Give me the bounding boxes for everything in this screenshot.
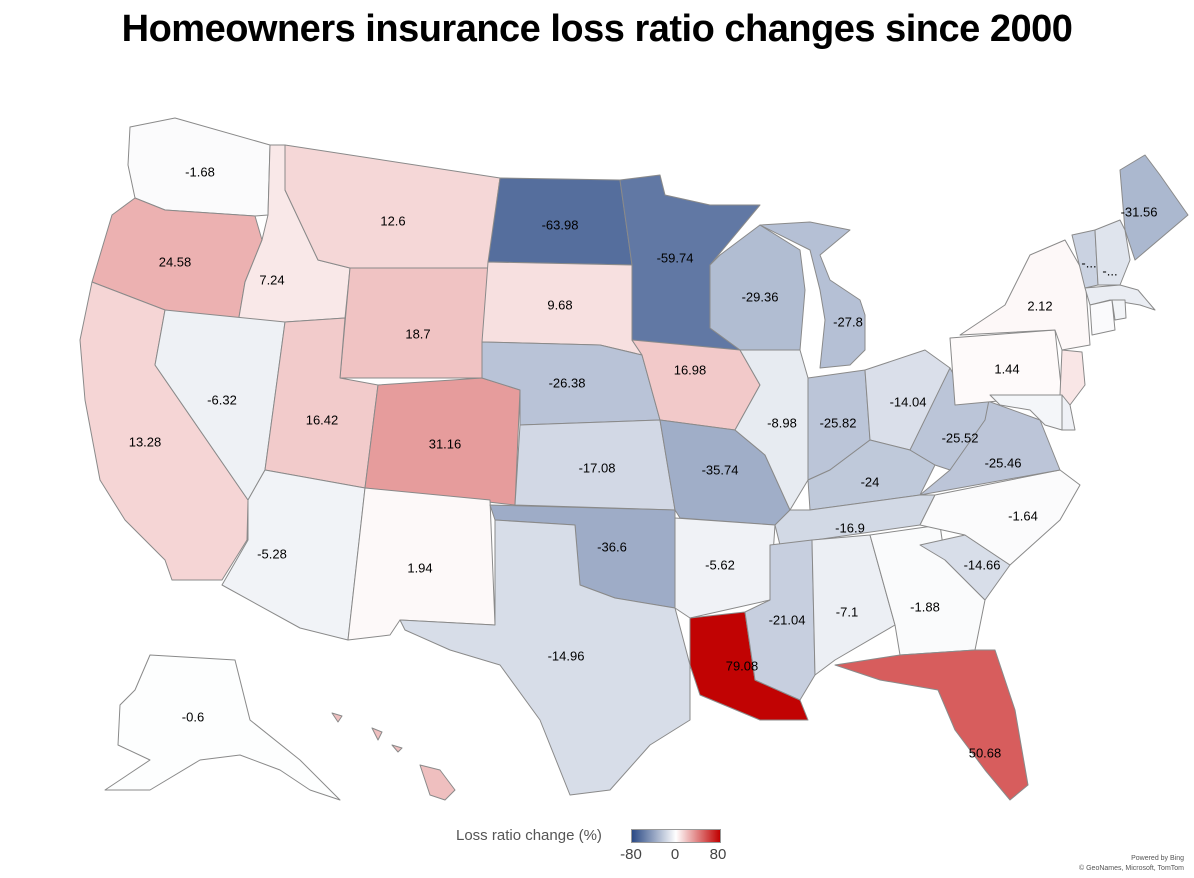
state-value-ks: -17.08 xyxy=(579,461,616,476)
state-value-sc: -14.66 xyxy=(964,558,1001,573)
state-value-ga: -1.88 xyxy=(910,600,940,615)
state-value-mo: -35.74 xyxy=(702,463,739,478)
state-va xyxy=(919,399,1061,496)
state-value-in: -25.82 xyxy=(820,416,857,431)
legend-mid-label: 0 xyxy=(670,846,680,863)
legend-max-label: 80 xyxy=(709,846,727,863)
map-title: Homeowners insurance loss ratio changes … xyxy=(121,8,1073,50)
state-value-nh: -... xyxy=(1102,264,1117,279)
state-value-ak: -0.6 xyxy=(182,710,204,725)
state-fl xyxy=(834,649,1029,801)
state-value-wa: -1.68 xyxy=(185,165,215,180)
state-value-tx: -14.96 xyxy=(548,649,585,664)
state-hi xyxy=(331,712,456,801)
state-value-ok: -36.6 xyxy=(597,540,627,555)
state-value-ky: -24 xyxy=(861,475,880,490)
state-value-ny: 2.12 xyxy=(1027,299,1052,314)
state-value-az: -5.28 xyxy=(257,547,287,562)
state-value-pa: 1.44 xyxy=(994,362,1019,377)
state-ak xyxy=(104,654,341,801)
state-value-ca: 13.28 xyxy=(129,435,162,450)
state-co xyxy=(364,377,521,506)
state-nh xyxy=(1094,219,1131,286)
state-tx xyxy=(399,519,691,796)
state-nj xyxy=(1059,349,1086,406)
state-value-wi: -29.36 xyxy=(742,290,779,305)
state-value-tn: -16.9 xyxy=(835,521,865,536)
state-ct xyxy=(1089,299,1116,336)
state-value-or: 24.58 xyxy=(159,255,192,270)
state-value-nd: -63.98 xyxy=(542,218,579,233)
state-value-co: 31.16 xyxy=(429,437,462,452)
state-value-la: 79.08 xyxy=(726,659,759,674)
state-ri xyxy=(1111,299,1127,321)
state-ar xyxy=(674,517,776,619)
credit-powered-by: Powered by Bing xyxy=(1131,855,1184,862)
credit-attribution: © GeoNames, Microsoft, TomTom xyxy=(1079,865,1184,872)
state-al xyxy=(811,534,896,676)
state-mi xyxy=(759,221,866,369)
state-md xyxy=(989,394,1063,431)
state-value-ar: -5.62 xyxy=(705,558,735,573)
state-sc xyxy=(919,534,1011,601)
state-value-il: -8.98 xyxy=(767,416,797,431)
state-mt xyxy=(284,144,501,269)
state-value-ne: -26.38 xyxy=(549,376,586,391)
state-value-al: -7.1 xyxy=(836,605,858,620)
state-value-oh: -14.04 xyxy=(890,395,927,410)
state-value-me: -31.56 xyxy=(1121,205,1158,220)
state-value-nc: -1.64 xyxy=(1008,509,1038,524)
state-value-sd: 9.68 xyxy=(547,298,572,313)
state-value-ia: 16.98 xyxy=(674,363,707,378)
state-nc xyxy=(919,469,1081,566)
state-value-mt: 12.6 xyxy=(380,214,405,229)
state-value-nm: 1.94 xyxy=(407,561,432,576)
state-value-nv: -6.32 xyxy=(207,393,237,408)
state-value-fl: 50.68 xyxy=(969,746,1002,761)
state-value-va: -25.46 xyxy=(985,456,1022,471)
legend-title: Loss ratio change (%) xyxy=(456,827,602,844)
state-ga xyxy=(869,524,986,656)
state-value-ut: 16.42 xyxy=(306,413,339,428)
state-wi xyxy=(709,224,806,351)
state-value-id: 7.24 xyxy=(259,273,284,288)
state-value-wy: 18.7 xyxy=(405,327,430,342)
legend-min-label: -80 xyxy=(620,846,642,863)
state-value-mi: -27.8 xyxy=(833,315,863,330)
legend-color-bar xyxy=(631,829,721,843)
state-wy xyxy=(339,267,489,379)
state-value-wv: -25.52 xyxy=(942,431,979,446)
state-value-ms: -21.04 xyxy=(769,613,806,628)
state-value-vt: -... xyxy=(1081,256,1096,271)
state-value-mn: -59.74 xyxy=(657,251,694,266)
